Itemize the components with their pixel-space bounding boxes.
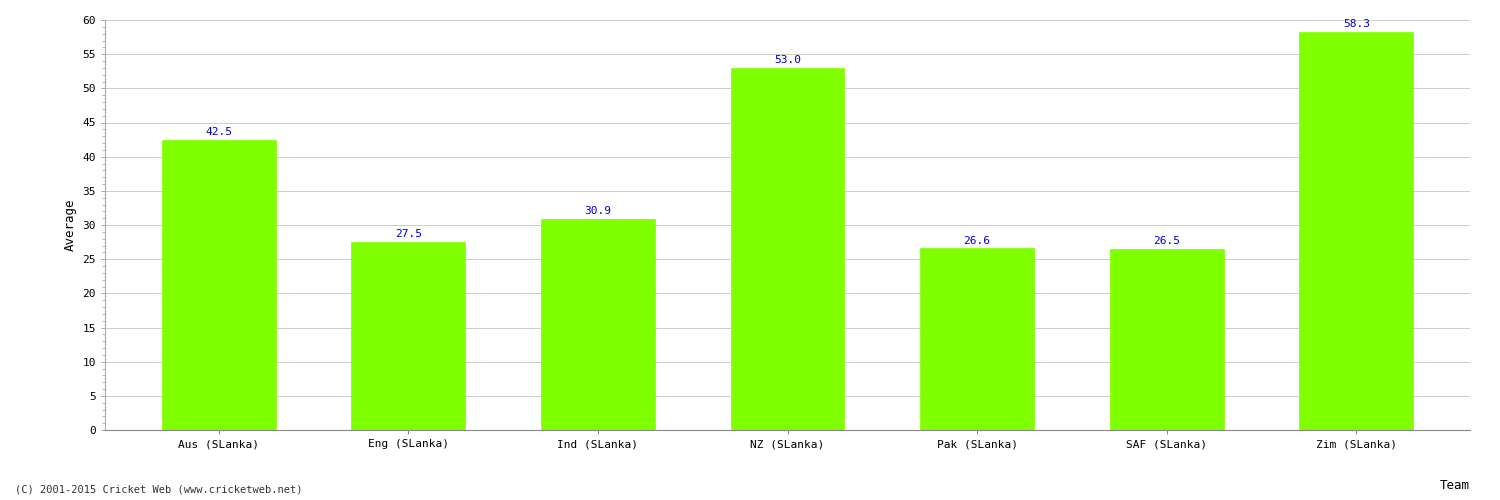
Text: 27.5: 27.5 [394,230,422,239]
Text: 58.3: 58.3 [1342,19,1370,29]
Text: 30.9: 30.9 [585,206,612,216]
Bar [162,140,276,430]
Bar [920,248,1034,430]
Bar [730,68,844,430]
Bar [1299,32,1413,430]
Text: Team: Team [1440,479,1470,492]
Bar [1110,249,1224,430]
Text: 42.5: 42.5 [206,127,232,137]
Text: (C) 2001-2015 Cricket Web (www.cricketweb.net): (C) 2001-2015 Cricket Web (www.cricketwe… [15,485,303,495]
Y-axis label: Average: Average [64,198,76,251]
Bar [542,219,656,430]
Text: 53.0: 53.0 [774,55,801,65]
Bar [351,242,465,430]
Text: 26.6: 26.6 [963,236,990,246]
Text: 26.5: 26.5 [1154,236,1180,246]
